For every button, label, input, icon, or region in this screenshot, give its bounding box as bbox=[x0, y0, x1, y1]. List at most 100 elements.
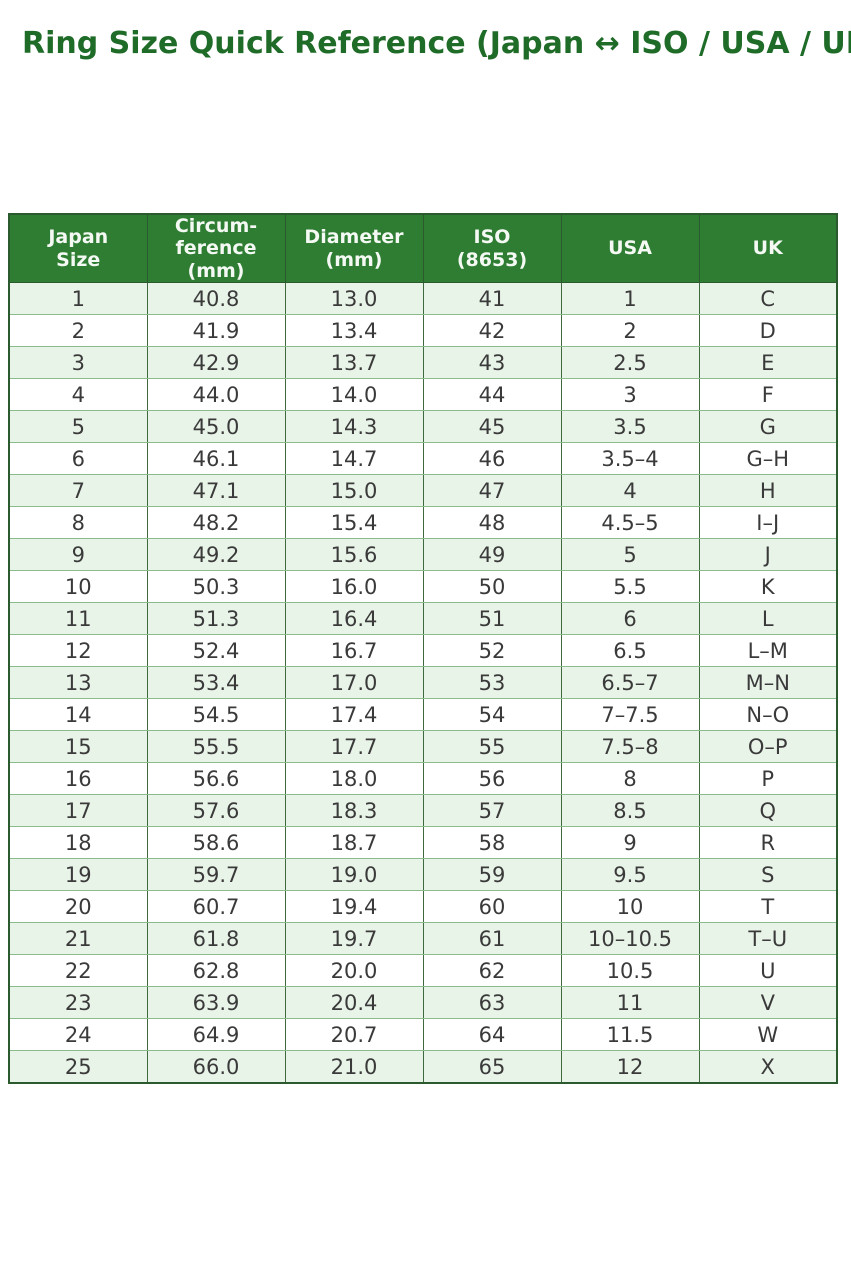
table-row: 14 54.5 17.4 54 7–7.5 N–O bbox=[8, 698, 838, 732]
cell: W bbox=[698, 1018, 838, 1052]
table-row: 8 48.2 15.4 48 4.5–5 I–J bbox=[8, 506, 838, 540]
cell: 25 bbox=[8, 1050, 148, 1084]
cell: 6.5 bbox=[560, 634, 700, 668]
cell: 63.9 bbox=[146, 986, 286, 1020]
table-row: 4 44.0 14.0 44 3 F bbox=[8, 378, 838, 412]
table-row: 13 53.4 17.0 53 6.5–7 M–N bbox=[8, 666, 838, 700]
table-row: 2 41.9 13.4 42 2 D bbox=[8, 314, 838, 348]
cell: 22 bbox=[8, 954, 148, 988]
cell: 19.4 bbox=[284, 890, 424, 924]
cell: T–U bbox=[698, 922, 838, 956]
page-title: Ring Size Quick Reference (Japan ↔ ISO /… bbox=[22, 26, 851, 62]
cell: 53.4 bbox=[146, 666, 286, 700]
cell: T bbox=[698, 890, 838, 924]
cell: 46 bbox=[422, 442, 562, 476]
cell: R bbox=[698, 826, 838, 860]
cell: 64 bbox=[422, 1018, 562, 1052]
cell: 5 bbox=[8, 410, 148, 444]
cell: 6 bbox=[8, 442, 148, 476]
cell: 10.5 bbox=[560, 954, 700, 988]
cell: 53 bbox=[422, 666, 562, 700]
cell: 2 bbox=[8, 314, 148, 348]
cell: 3.5–4 bbox=[560, 442, 700, 476]
cell: 42 bbox=[422, 314, 562, 348]
cell: 42.9 bbox=[146, 346, 286, 380]
table-row: 24 64.9 20.7 64 11.5 W bbox=[8, 1018, 838, 1052]
cell: 50.3 bbox=[146, 570, 286, 604]
cell: 10 bbox=[560, 890, 700, 924]
cell: 12 bbox=[560, 1050, 700, 1084]
cell: 58.6 bbox=[146, 826, 286, 860]
cell: 47.1 bbox=[146, 474, 286, 508]
cell: 24 bbox=[8, 1018, 148, 1052]
cell: 10 bbox=[8, 570, 148, 604]
cell: C bbox=[698, 282, 838, 316]
cell: E bbox=[698, 346, 838, 380]
cell: 43 bbox=[422, 346, 562, 380]
table-row: 16 56.6 18.0 56 8 P bbox=[8, 762, 838, 796]
cell: 12 bbox=[8, 634, 148, 668]
cell: 13.0 bbox=[284, 282, 424, 316]
cell: 10–10.5 bbox=[560, 922, 700, 956]
cell: 44.0 bbox=[146, 378, 286, 412]
cell: 20.4 bbox=[284, 986, 424, 1020]
cell: X bbox=[698, 1050, 838, 1084]
cell: 19 bbox=[8, 858, 148, 892]
table-row: 19 59.7 19.0 59 9.5 S bbox=[8, 858, 838, 892]
column-header-japan-size: Japan Size bbox=[8, 213, 148, 284]
cell: 56.6 bbox=[146, 762, 286, 796]
cell: 4 bbox=[8, 378, 148, 412]
cell: 45.0 bbox=[146, 410, 286, 444]
cell: 41.9 bbox=[146, 314, 286, 348]
cell: G–H bbox=[698, 442, 838, 476]
cell: 40.8 bbox=[146, 282, 286, 316]
table-row: 10 50.3 16.0 50 5.5 K bbox=[8, 570, 838, 604]
cell: 1 bbox=[560, 282, 700, 316]
cell: 44 bbox=[422, 378, 562, 412]
cell: 20.0 bbox=[284, 954, 424, 988]
cell: 20 bbox=[8, 890, 148, 924]
cell: 14 bbox=[8, 698, 148, 732]
cell: 11 bbox=[8, 602, 148, 636]
cell: P bbox=[698, 762, 838, 796]
column-header-iso-8653: ISO (8653) bbox=[422, 213, 562, 284]
ring-size-table: Japan Size Circum- ference (mm) Diameter (… bbox=[8, 213, 838, 1085]
cell: 62.8 bbox=[146, 954, 286, 988]
cell: D bbox=[698, 314, 838, 348]
cell: 64.9 bbox=[146, 1018, 286, 1052]
cell: 60.7 bbox=[146, 890, 286, 924]
cell: 4 bbox=[560, 474, 700, 508]
cell: 62 bbox=[422, 954, 562, 988]
cell: 57.6 bbox=[146, 794, 286, 828]
table-row: 6 46.1 14.7 46 3.5–4 G–H bbox=[8, 442, 838, 476]
cell: 57 bbox=[422, 794, 562, 828]
cell: N–O bbox=[698, 698, 838, 732]
cell: 6.5–7 bbox=[560, 666, 700, 700]
table-body: 1 40.8 13.0 41 1 C 2 41.9 13.4 42 2 D 3 42.9 13.7 43 2.5… bbox=[8, 282, 838, 1084]
cell: U bbox=[698, 954, 838, 988]
cell: 3 bbox=[560, 378, 700, 412]
cell: 13 bbox=[8, 666, 148, 700]
cell: 20.7 bbox=[284, 1018, 424, 1052]
cell: 4.5–5 bbox=[560, 506, 700, 540]
cell: 17.0 bbox=[284, 666, 424, 700]
cell: 2.5 bbox=[560, 346, 700, 380]
cell: 60 bbox=[422, 890, 562, 924]
cell: 7–7.5 bbox=[560, 698, 700, 732]
cell: L–M bbox=[698, 634, 838, 668]
cell: 15.6 bbox=[284, 538, 424, 572]
cell: 21.0 bbox=[284, 1050, 424, 1084]
cell: 56 bbox=[422, 762, 562, 796]
table-row: 20 60.7 19.4 60 10 T bbox=[8, 890, 838, 924]
column-header-diameter-mm: Diameter (mm) bbox=[284, 213, 424, 284]
cell: 18.7 bbox=[284, 826, 424, 860]
column-header-uk: UK bbox=[698, 213, 838, 284]
cell: 18.3 bbox=[284, 794, 424, 828]
cell: 54 bbox=[422, 698, 562, 732]
cell: J bbox=[698, 538, 838, 572]
cell: 16.0 bbox=[284, 570, 424, 604]
table-row: 17 57.6 18.3 57 8.5 Q bbox=[8, 794, 838, 828]
cell: 63 bbox=[422, 986, 562, 1020]
cell: 15 bbox=[8, 730, 148, 764]
cell: 17.4 bbox=[284, 698, 424, 732]
